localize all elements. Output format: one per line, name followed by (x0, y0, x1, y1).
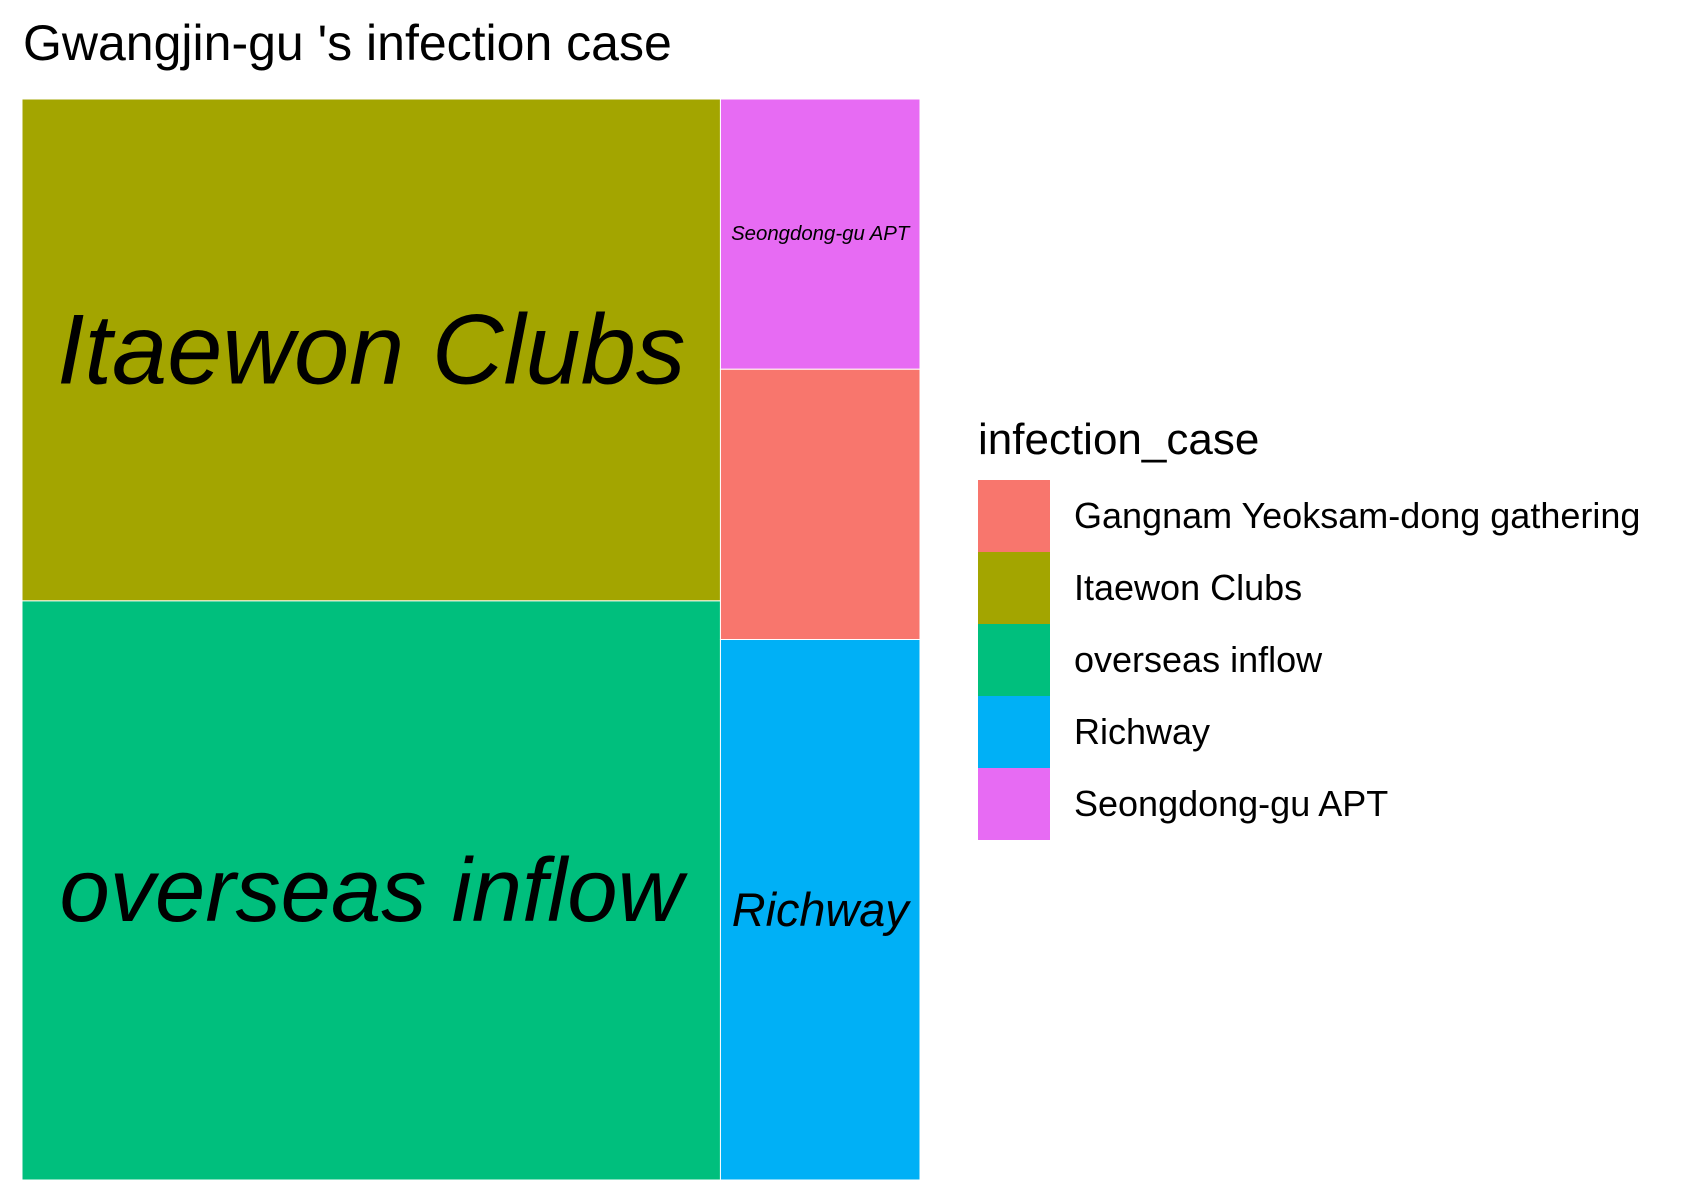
legend-label: Richway (1074, 711, 1211, 752)
legend-items: Gangnam Yeoksam-dong gathering Itaewon Cl… (978, 480, 1640, 840)
chart-title: Gwangjin-gu 's infection case (23, 15, 672, 71)
legend-swatch (978, 552, 1050, 624)
legend-swatch (978, 768, 1050, 840)
legend-swatch (978, 480, 1050, 552)
legend-title: infection_case (978, 415, 1260, 464)
legend-label: overseas inflow (1074, 639, 1323, 680)
legend-item-itaewon-clubs: Itaewon Clubs (978, 552, 1640, 624)
tile-richway (719, 639, 921, 1181)
legend-label: Seongdong-gu APT (1074, 783, 1389, 824)
tile-seongdong-gu-apt (719, 98, 921, 370)
tile-label-itaewon-clubs: Itaewon Clubs (57, 294, 686, 405)
tile-gangnam-yeoksam-dong-gathering (719, 368, 921, 640)
legend-item-richway: Richway (978, 696, 1640, 768)
legend-label: Gangnam Yeoksam-dong gathering (1074, 495, 1641, 536)
tile-label-seongdong-gu-apt: Seongdong-gu APT (731, 223, 911, 245)
legend-swatch (978, 624, 1050, 696)
legend-label: Itaewon Clubs (1074, 567, 1303, 608)
legend-item-seongdong-gu-apt: Seongdong-gu APT (978, 768, 1640, 840)
tile-itaewon-clubs (21, 98, 721, 602)
legend-swatch (978, 696, 1050, 768)
tile-label-overseas-inflow: overseas inflow (60, 840, 689, 941)
legend: infection_case Gangnam Yeoksam-dong gath… (978, 414, 1640, 840)
legend-item-overseas-inflow: overseas inflow (978, 624, 1640, 696)
legend-item-gangnam-yeoksam-dong-gathering: Gangnam Yeoksam-dong gathering (978, 480, 1640, 552)
tile-overseas-inflow (21, 600, 721, 1181)
tile-label-richway: Richway (732, 884, 911, 936)
